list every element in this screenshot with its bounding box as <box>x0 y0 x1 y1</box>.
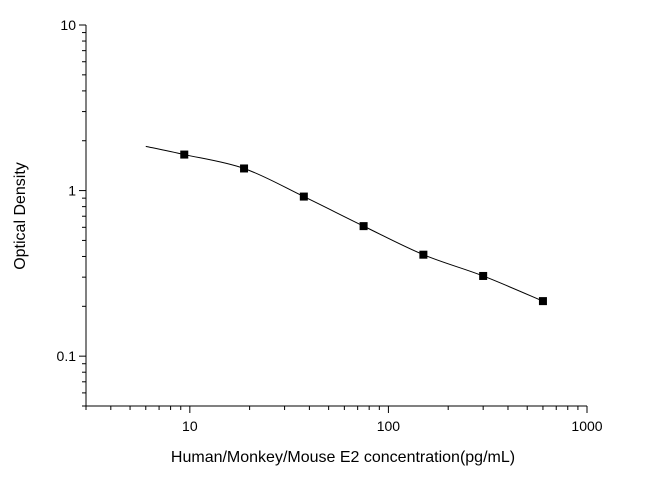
data-point <box>240 164 249 173</box>
y-tick-label: 1 <box>68 183 76 199</box>
data-point <box>180 150 189 159</box>
data-point <box>359 222 368 231</box>
axes: 10 100 1000 10 1 0.1 <box>57 17 603 434</box>
data-points <box>180 150 547 306</box>
data-point <box>419 250 428 259</box>
y-tick-label: 10 <box>60 17 76 33</box>
x-tick-label: 10 <box>182 418 198 434</box>
y-tick-label: 0.1 <box>57 348 77 364</box>
x-axis-title: Human/Monkey/Mouse E2 concentration(pg/m… <box>171 449 515 466</box>
x-tick-label: 1000 <box>571 418 602 434</box>
data-point <box>479 271 488 280</box>
data-point <box>538 297 547 306</box>
data-point <box>299 192 308 201</box>
y-axis-title: Optical Density <box>12 162 29 270</box>
x-tick-label: 100 <box>377 418 401 434</box>
